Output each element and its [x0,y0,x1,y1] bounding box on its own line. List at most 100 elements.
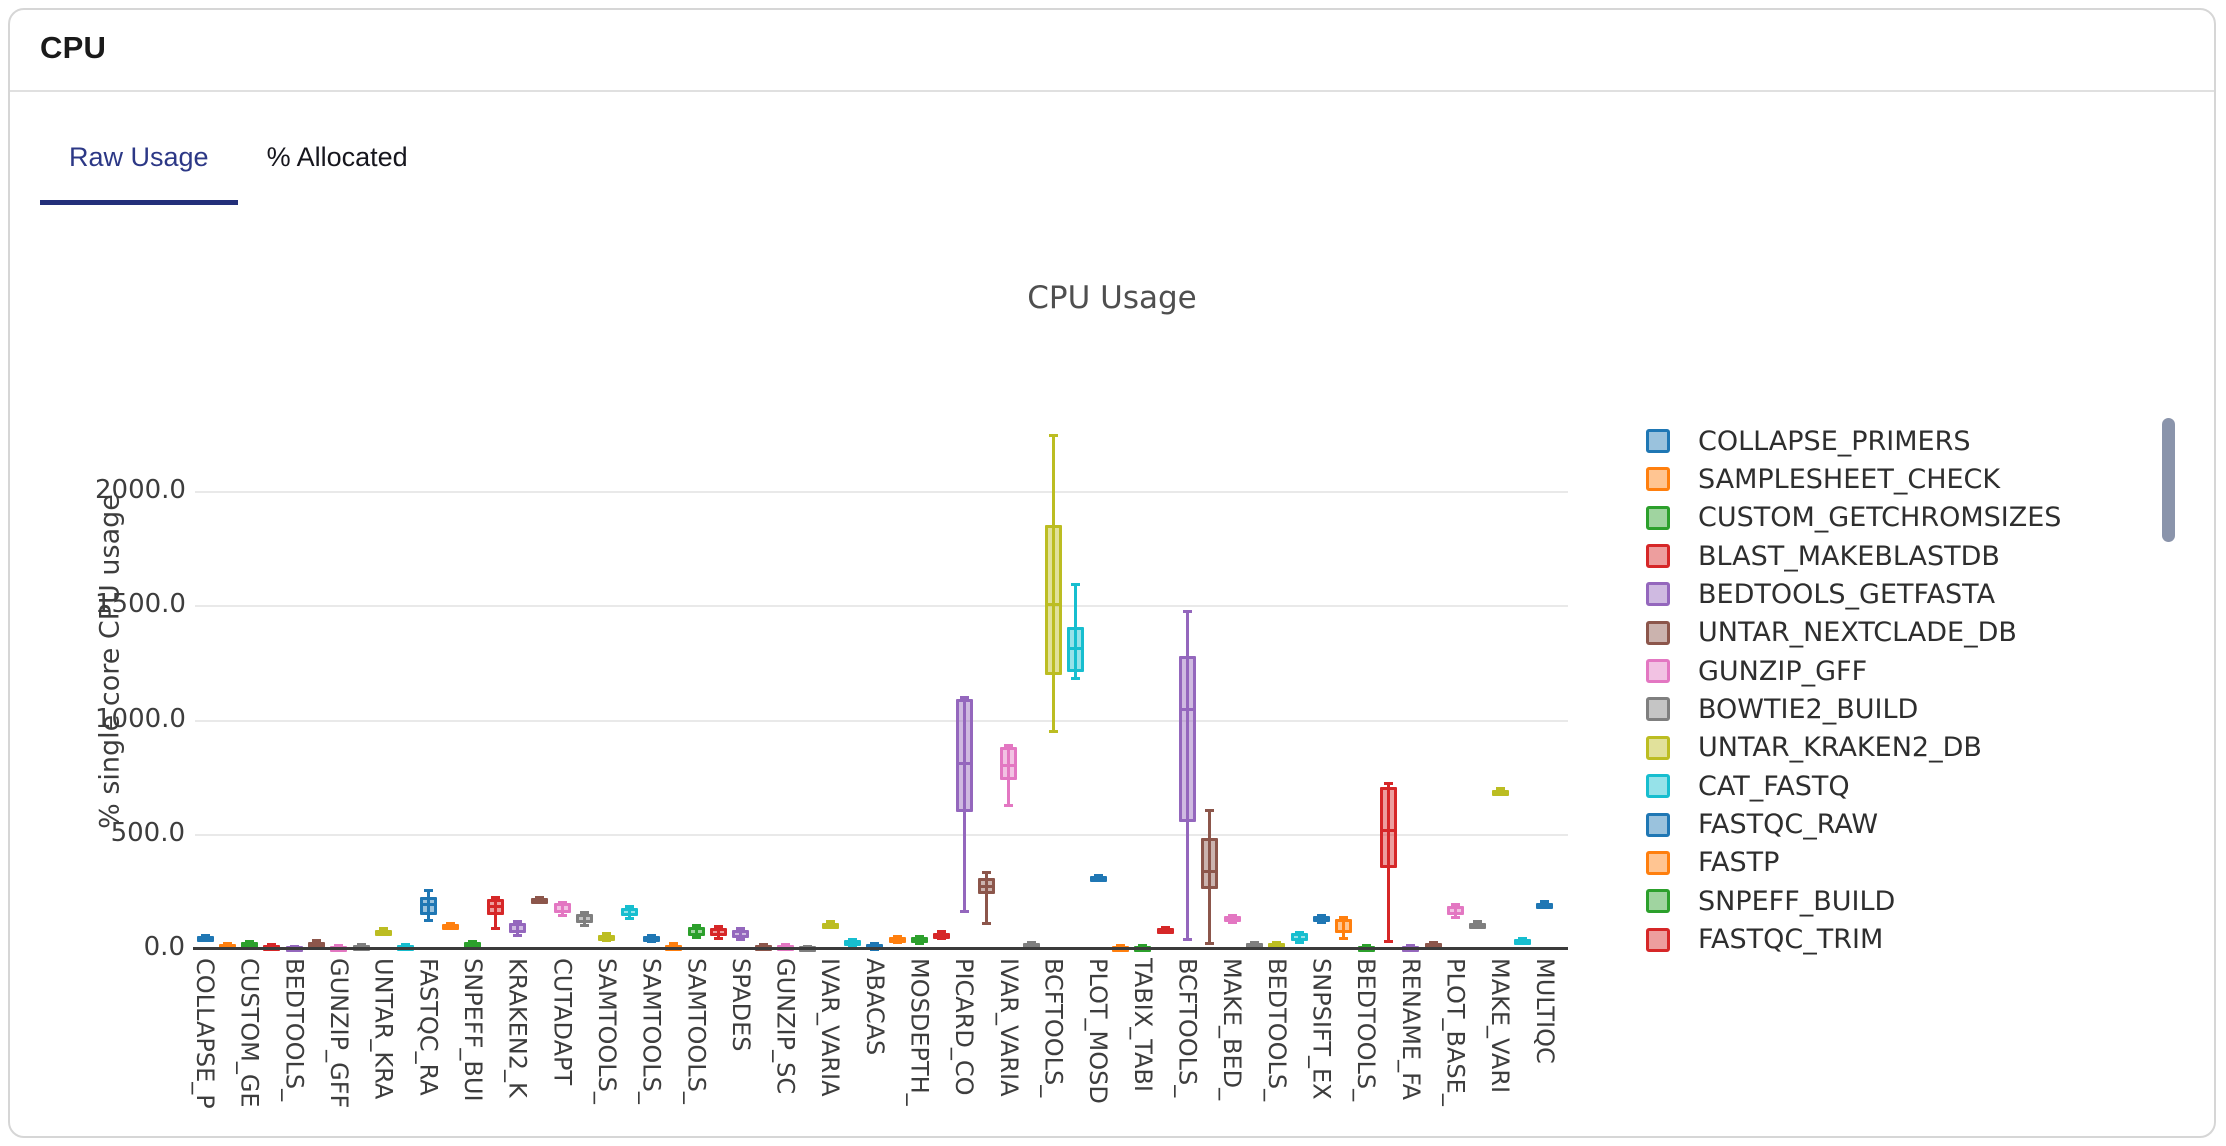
legend-item[interactable]: UNTAR_NEXTCLADE_DB [1646,614,2017,652]
whisker-cap [245,939,255,943]
legend-swatch [1646,889,1670,914]
x-tick-label: SPADES [726,958,756,1110]
box-plot [1379,787,1397,868]
whisker-cap [1406,943,1416,947]
box-whisker [985,872,989,923]
legend-label: BLAST_MAKEBLASTDB [1698,540,2000,572]
whisker-cap [982,921,992,925]
whisker-cap [1361,943,1371,947]
box-plot [509,922,527,933]
legend-item[interactable]: UNTAR_KRAKEN2_DB [1646,729,1982,767]
box-plot [531,898,549,905]
x-tick-label: PLOT_MOSD [1083,958,1113,1110]
legend-swatch [1646,467,1670,492]
whisker-cap [803,944,813,948]
box-plot [375,929,393,936]
whisker-cap [580,911,590,915]
legend-label: CUSTOM_GETCHROMSIZES [1698,502,2062,534]
whisker-cap [312,939,322,943]
box-plot [196,935,214,942]
box-whisker [1007,745,1011,806]
x-tick-label: CUSTOM_GE [235,958,265,1110]
box-whisker [1208,810,1212,944]
legend-item[interactable]: CUSTOM_GETCHROMSIZES [1646,499,2061,537]
whisker-cap [1049,729,1059,733]
legend-item[interactable]: FASTQC_TRIM [1646,921,1883,959]
box-plot [308,941,326,948]
tab-percent-allocated[interactable]: % Allocated [266,142,408,172]
x-tick-label-text: IVAR_VARIA [816,958,845,1097]
median-line [981,884,993,888]
median-line [489,905,501,909]
whisker-cap [937,937,947,941]
tab-raw-usage[interactable]: Raw Usage [40,142,238,205]
legend-item[interactable]: GUNZIP_GFF [1646,652,1867,690]
legend-label: BOWTIE2_BUILD [1698,693,1919,725]
x-tick-label: ABACAS [860,958,890,1110]
y-tick-label: 0.0 [143,932,185,962]
whisker-cap [1272,940,1282,944]
box-plot [1290,933,1308,941]
whisker-cap [1071,677,1081,681]
box-whisker [1052,435,1056,731]
legend-item[interactable]: BLAST_MAKEBLASTDB [1646,537,2000,575]
whisker-cap [1049,434,1059,438]
legend-item[interactable]: SAMPLESHEET_CHECK [1646,460,2000,498]
x-tick-label-text: CUTADAPT [548,958,577,1086]
x-tick-label: BEDTOOLS_ [1351,958,1381,1110]
whisker-cap [848,937,858,941]
x-tick-label-text: COLLAPSE_P [191,958,219,1109]
legend-label: SAMPLESHEET_CHECK [1698,463,2001,495]
x-tick-label: SNPSIFT_EX [1307,958,1337,1110]
legend-label: COLLAPSE_PRIMERS [1698,425,1971,457]
whisker-cap [1138,943,1148,947]
whisker-cap [1093,873,1103,877]
x-tick-label: PICARD_CO [949,958,979,1110]
legend-item[interactable]: CAT_FASTQ [1646,767,1850,805]
median-line [1382,828,1394,832]
whisker-cap [580,923,590,927]
legend-swatch [1646,544,1670,569]
legend-item[interactable]: FASTP [1646,844,1779,882]
whisker-cap [1294,930,1304,934]
whisker-cap [959,695,969,699]
whisker-cap [379,927,389,931]
whisker-cap [490,896,500,900]
whisker-cap [423,919,433,923]
x-tick-label: FASTQC_RA [413,958,443,1110]
legend-label: CAT_FASTQ [1698,770,1850,802]
whisker-cap [1183,609,1193,613]
x-tick-label: KRAKEN2_K [503,958,533,1110]
legend-item[interactable]: BEDTOOLS_GETFASTA [1646,575,1995,613]
legend-item[interactable]: SNPEFF_BUILD [1646,882,1895,920]
box-whisker [627,906,631,918]
box-plot [598,934,616,941]
whisker-cap [982,871,992,875]
box-whisker [1074,583,1078,679]
median-line [1204,869,1216,873]
whisker-cap [401,943,411,947]
box-plot [710,927,728,937]
whisker-cap [267,943,277,947]
box-whisker [739,928,743,940]
box-plot [732,929,750,939]
legend-label: BEDTOOLS_GETFASTA [1698,578,1996,610]
legend-swatch [1646,620,1670,645]
whisker-cap [1160,925,1170,929]
legend-scrollbar-thumb[interactable] [2162,418,2175,542]
chart-title: CPU Usage [1027,280,1197,316]
x-tick-label-text: KRAKEN2_K [503,958,532,1098]
y-tick-label: 500.0 [110,817,185,848]
legend-item[interactable]: COLLAPSE_PRIMERS [1646,422,1971,460]
whisker-cap [334,944,344,948]
whisker-cap [691,936,701,940]
whisker-cap [513,934,523,938]
legend-item[interactable]: BOWTIE2_BUILD [1646,690,1918,728]
legend-swatch [1646,812,1670,837]
whisker-cap [1227,913,1237,917]
x-tick-label-text: SAMTOOLS_ [592,958,621,1104]
box-whisker [1297,931,1301,943]
legend-swatch [1646,735,1670,760]
legend-label: SNPEFF_BUILD [1698,885,1896,917]
legend-item[interactable]: FASTQC_RAW [1646,806,1878,844]
